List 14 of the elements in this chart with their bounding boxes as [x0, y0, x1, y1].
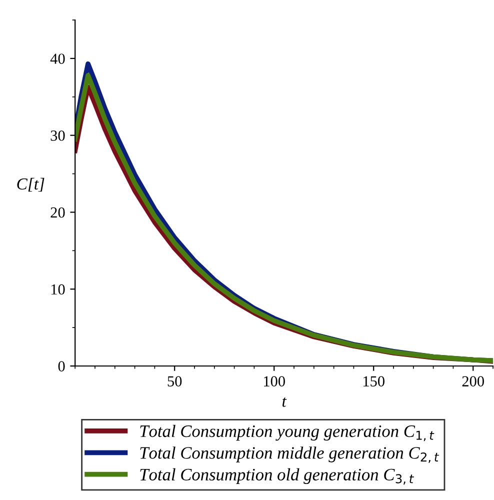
y-tick-label: 0 [58, 361, 65, 372]
y-tick-label: 30 [50, 130, 65, 141]
y-tick-label: 20 [50, 207, 65, 218]
y-tick-label: 40 [50, 54, 65, 64]
x-tick-label: 150 [363, 376, 384, 386]
legend-label: Total Consumption young generation C$_{1,t}$ [140, 424, 434, 442]
legend-label: Total Consumption middle generation C$_{2,t}$ [140, 446, 440, 463]
x-axis-title: t [282, 397, 287, 407]
x-tick-label: 50 [168, 376, 182, 386]
x-tick-label: 100 [264, 376, 285, 386]
legend-label: Total Consumption old generation C$_{3,t}$ [140, 468, 414, 485]
x-tick-label: 200 [462, 376, 484, 386]
y-tick-label: 10 [51, 284, 65, 295]
y-axis-title: C[t] [17, 178, 44, 192]
